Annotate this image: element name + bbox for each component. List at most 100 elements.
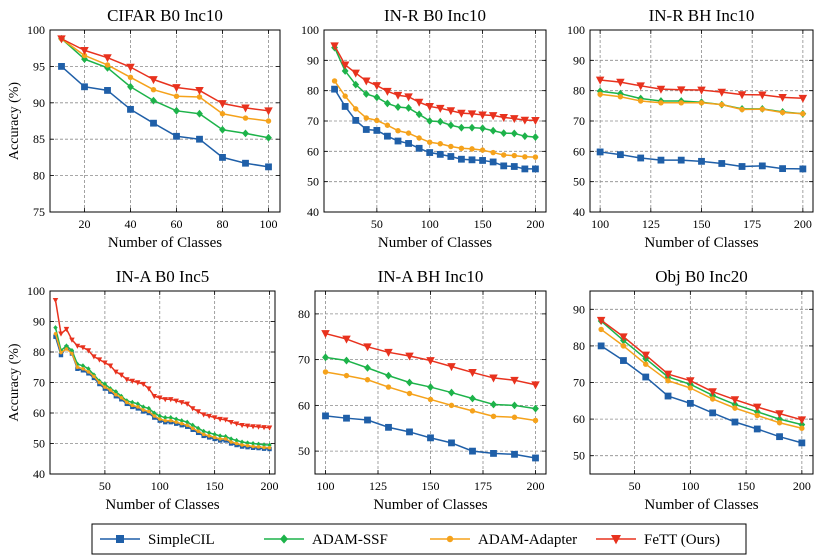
legend-label: ADAM-SSF: [312, 532, 388, 548]
marker-circle: [179, 421, 184, 426]
marker-square: [620, 357, 627, 364]
marker-diamond: [173, 106, 180, 115]
x-tick-label: 50: [629, 479, 641, 493]
x-axis-label: Number of Classes: [644, 497, 758, 513]
marker-circle: [364, 377, 371, 383]
marker-diamond: [256, 441, 261, 447]
marker-triangle: [414, 98, 424, 107]
y-tick-label: 85: [33, 132, 45, 146]
y-axis-label: Accuracy (%): [7, 343, 22, 421]
marker-circle: [190, 426, 195, 431]
legend: SimpleCIL ADAM-SSF ADAM-Adapter FeTT (Ours): [91, 523, 747, 555]
x-axis-label: Number of Classes: [105, 497, 219, 513]
marker-square: [427, 434, 434, 442]
marker-diamond: [415, 110, 423, 119]
x-tick-label: 20: [79, 217, 91, 231]
marker-triangle: [126, 63, 135, 72]
marker-circle: [265, 118, 272, 124]
marker-diamond: [201, 428, 206, 434]
y-tick-label: 50: [298, 444, 310, 458]
y-tick-label: 70: [573, 376, 585, 390]
marker-triangle: [468, 369, 477, 378]
marker-triangle: [363, 343, 372, 352]
marker-diamond: [265, 133, 272, 142]
x-tick-label: 200: [794, 217, 812, 231]
legend-box: [91, 523, 747, 555]
marker-circle: [174, 420, 178, 424]
marker-circle: [70, 351, 74, 356]
marker-diamond: [267, 442, 272, 448]
marker-circle: [147, 409, 151, 414]
marker-triangle: [167, 397, 174, 403]
marker-diamond: [146, 405, 151, 411]
plot-frame: [49, 29, 281, 213]
y-tick-label: 90: [573, 53, 585, 67]
x-tick-label: 175: [743, 217, 761, 231]
marker-square: [500, 162, 508, 170]
marker-triangle: [641, 351, 650, 360]
marker-square: [596, 148, 604, 156]
marker-square: [58, 63, 65, 70]
marker-square: [406, 428, 413, 436]
marker-circle: [405, 130, 412, 136]
marker-circle: [92, 374, 96, 379]
marker-square: [489, 158, 497, 166]
marker-circle: [658, 100, 664, 106]
marker-circle: [698, 100, 705, 106]
marker-circle: [81, 52, 88, 59]
marker-triangle: [798, 94, 808, 103]
marker-circle: [799, 425, 805, 431]
marker-triangle: [510, 376, 519, 385]
marker-diamond: [521, 132, 529, 141]
marker-triangle: [63, 326, 70, 333]
marker-triangle: [457, 109, 466, 118]
marker-circle: [97, 380, 102, 385]
marker-triangle: [499, 113, 508, 122]
marker-square: [510, 163, 518, 170]
marker-triangle: [96, 357, 103, 363]
x-tick-label: 125: [369, 479, 387, 493]
marker-circle: [719, 101, 725, 108]
marker-square: [331, 85, 338, 93]
marker-circle: [81, 367, 85, 371]
marker-circle: [522, 154, 528, 160]
legend-item: SimpleCIL: [100, 532, 215, 548]
marker-diamond: [405, 104, 412, 112]
series-line-simplecil: [61, 65, 269, 168]
marker-square: [532, 454, 539, 462]
marker-triangle: [737, 91, 747, 100]
marker-triangle: [436, 104, 445, 113]
marker-triangle: [775, 410, 784, 419]
marker-square: [458, 155, 465, 163]
marker-circle: [163, 418, 168, 423]
y-tick-label: 80: [573, 84, 585, 98]
marker-circle: [267, 446, 272, 450]
marker-circle: [754, 412, 760, 419]
marker-triangle: [531, 381, 540, 390]
x-tick-label: 150: [422, 479, 440, 493]
marker-triangle: [113, 369, 119, 375]
marker-diamond: [343, 356, 350, 365]
y-tick-label: 100: [27, 23, 45, 37]
series-line-adam-adapter: [600, 328, 803, 429]
marker-circle: [262, 445, 266, 450]
marker-circle: [103, 385, 107, 389]
x-tick-label: 60: [171, 217, 183, 231]
marker-circle: [119, 395, 124, 400]
marker-square: [364, 416, 371, 424]
x-tick-label: 150: [737, 479, 755, 493]
marker-circle: [385, 384, 392, 390]
marker-triangle: [118, 372, 125, 378]
marker-circle: [637, 98, 644, 104]
marker-circle: [406, 390, 413, 397]
marker-triangle: [676, 86, 686, 95]
x-axis-label: Number of Classes: [373, 497, 487, 513]
marker-circle: [185, 423, 189, 427]
marker-triangle: [233, 421, 240, 427]
marker-square: [657, 156, 665, 164]
marker-triangle: [478, 111, 487, 120]
marker-circle: [620, 343, 627, 349]
marker-triangle: [107, 363, 114, 369]
marker-square: [385, 423, 392, 431]
x-tick-label: 50: [99, 479, 111, 493]
